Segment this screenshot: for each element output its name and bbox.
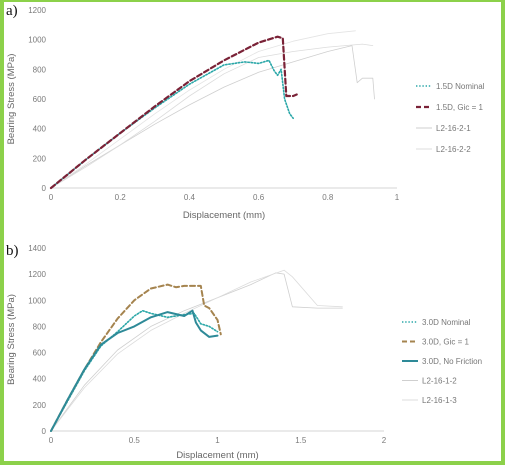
y-tick-label: 600	[33, 349, 47, 358]
y-tick-label: 200	[33, 401, 47, 410]
legend-entry: 3.0D Nominal	[422, 318, 471, 327]
panel-label: b)	[6, 243, 19, 259]
x-tick-label: 0.6	[253, 193, 265, 202]
figure-page: 0 0.2 0.4 0.6 0.8 1 0 200 400 600 800 1000 1200 Displ…	[4, 2, 501, 461]
y-tick-label: 600	[33, 95, 47, 104]
chart-panel-b: 0 0.5 1 1.5 2 0 200 400 600 800 1000 1200 1400 Displa…	[6, 243, 482, 461]
y-tick-label: 0	[42, 427, 47, 436]
x-tick-label: 0.8	[322, 193, 334, 202]
legend-entry: 1.5D, Gic = 1	[436, 103, 483, 112]
y-tick-label: 800	[33, 65, 47, 74]
x-tick-label: 1	[395, 193, 400, 202]
x-axis-label: Displacement (mm)	[183, 210, 265, 221]
y-tick-label: 0	[42, 184, 47, 193]
x-tick-label: 0	[49, 436, 54, 445]
x-tick-label: 0.5	[129, 436, 141, 445]
x-tick-label: 0.2	[115, 193, 127, 202]
legend-entry: L2-16-1-3	[422, 396, 457, 405]
x-tick-label: 1	[215, 436, 220, 445]
x-axis-label: Displacement (mm)	[176, 450, 258, 461]
x-tick-label: 2	[382, 436, 387, 445]
series-line	[50, 30, 356, 189]
y-axis-label: Bearing Stress (MPa)	[6, 54, 17, 145]
legend-entry: 3.0D, No Friction	[422, 357, 482, 366]
x-tick-label: 0	[49, 193, 54, 202]
legend-entry: 3.0D, Gic = 1	[422, 338, 469, 347]
panel-label: a)	[6, 3, 18, 19]
legend-entry: L2-16-2-2	[436, 145, 471, 154]
y-tick-label: 800	[33, 322, 47, 331]
series-line	[50, 269, 343, 432]
series-line	[50, 59, 294, 189]
y-tick-label: 400	[33, 125, 47, 134]
y-tick-label: 1000	[28, 36, 46, 45]
series-line	[50, 43, 374, 189]
y-tick-label: 1200	[28, 6, 46, 15]
chart-panel-a: 0 0.2 0.4 0.6 0.8 1 0 200 400 600 800 1000 1200 Displ…	[6, 3, 485, 221]
x-tick-label: 0.4	[184, 193, 196, 202]
y-tick-label: 1000	[28, 296, 46, 305]
figure-svg: 0 0.2 0.4 0.6 0.8 1020040060080010001200Displ…	[6, 3, 485, 461]
series-line	[50, 309, 219, 432]
y-axis-label: Bearing Stress (MPa)	[6, 294, 17, 385]
legend-entry: L2-16-2-1	[436, 124, 471, 133]
y-tick-label: 1200	[28, 270, 46, 279]
y-tick-label: 400	[33, 375, 47, 384]
series-line	[50, 309, 219, 432]
x-tick-label: 1.5	[295, 436, 307, 445]
y-tick-label: 200	[33, 154, 47, 163]
legend-entry: 1.5D Nominal	[436, 82, 485, 91]
y-tick-label: 1400	[28, 244, 46, 253]
legend-entry: L2-16-1-2	[422, 377, 457, 386]
series-line	[49, 35, 298, 190]
series-line	[50, 272, 343, 432]
